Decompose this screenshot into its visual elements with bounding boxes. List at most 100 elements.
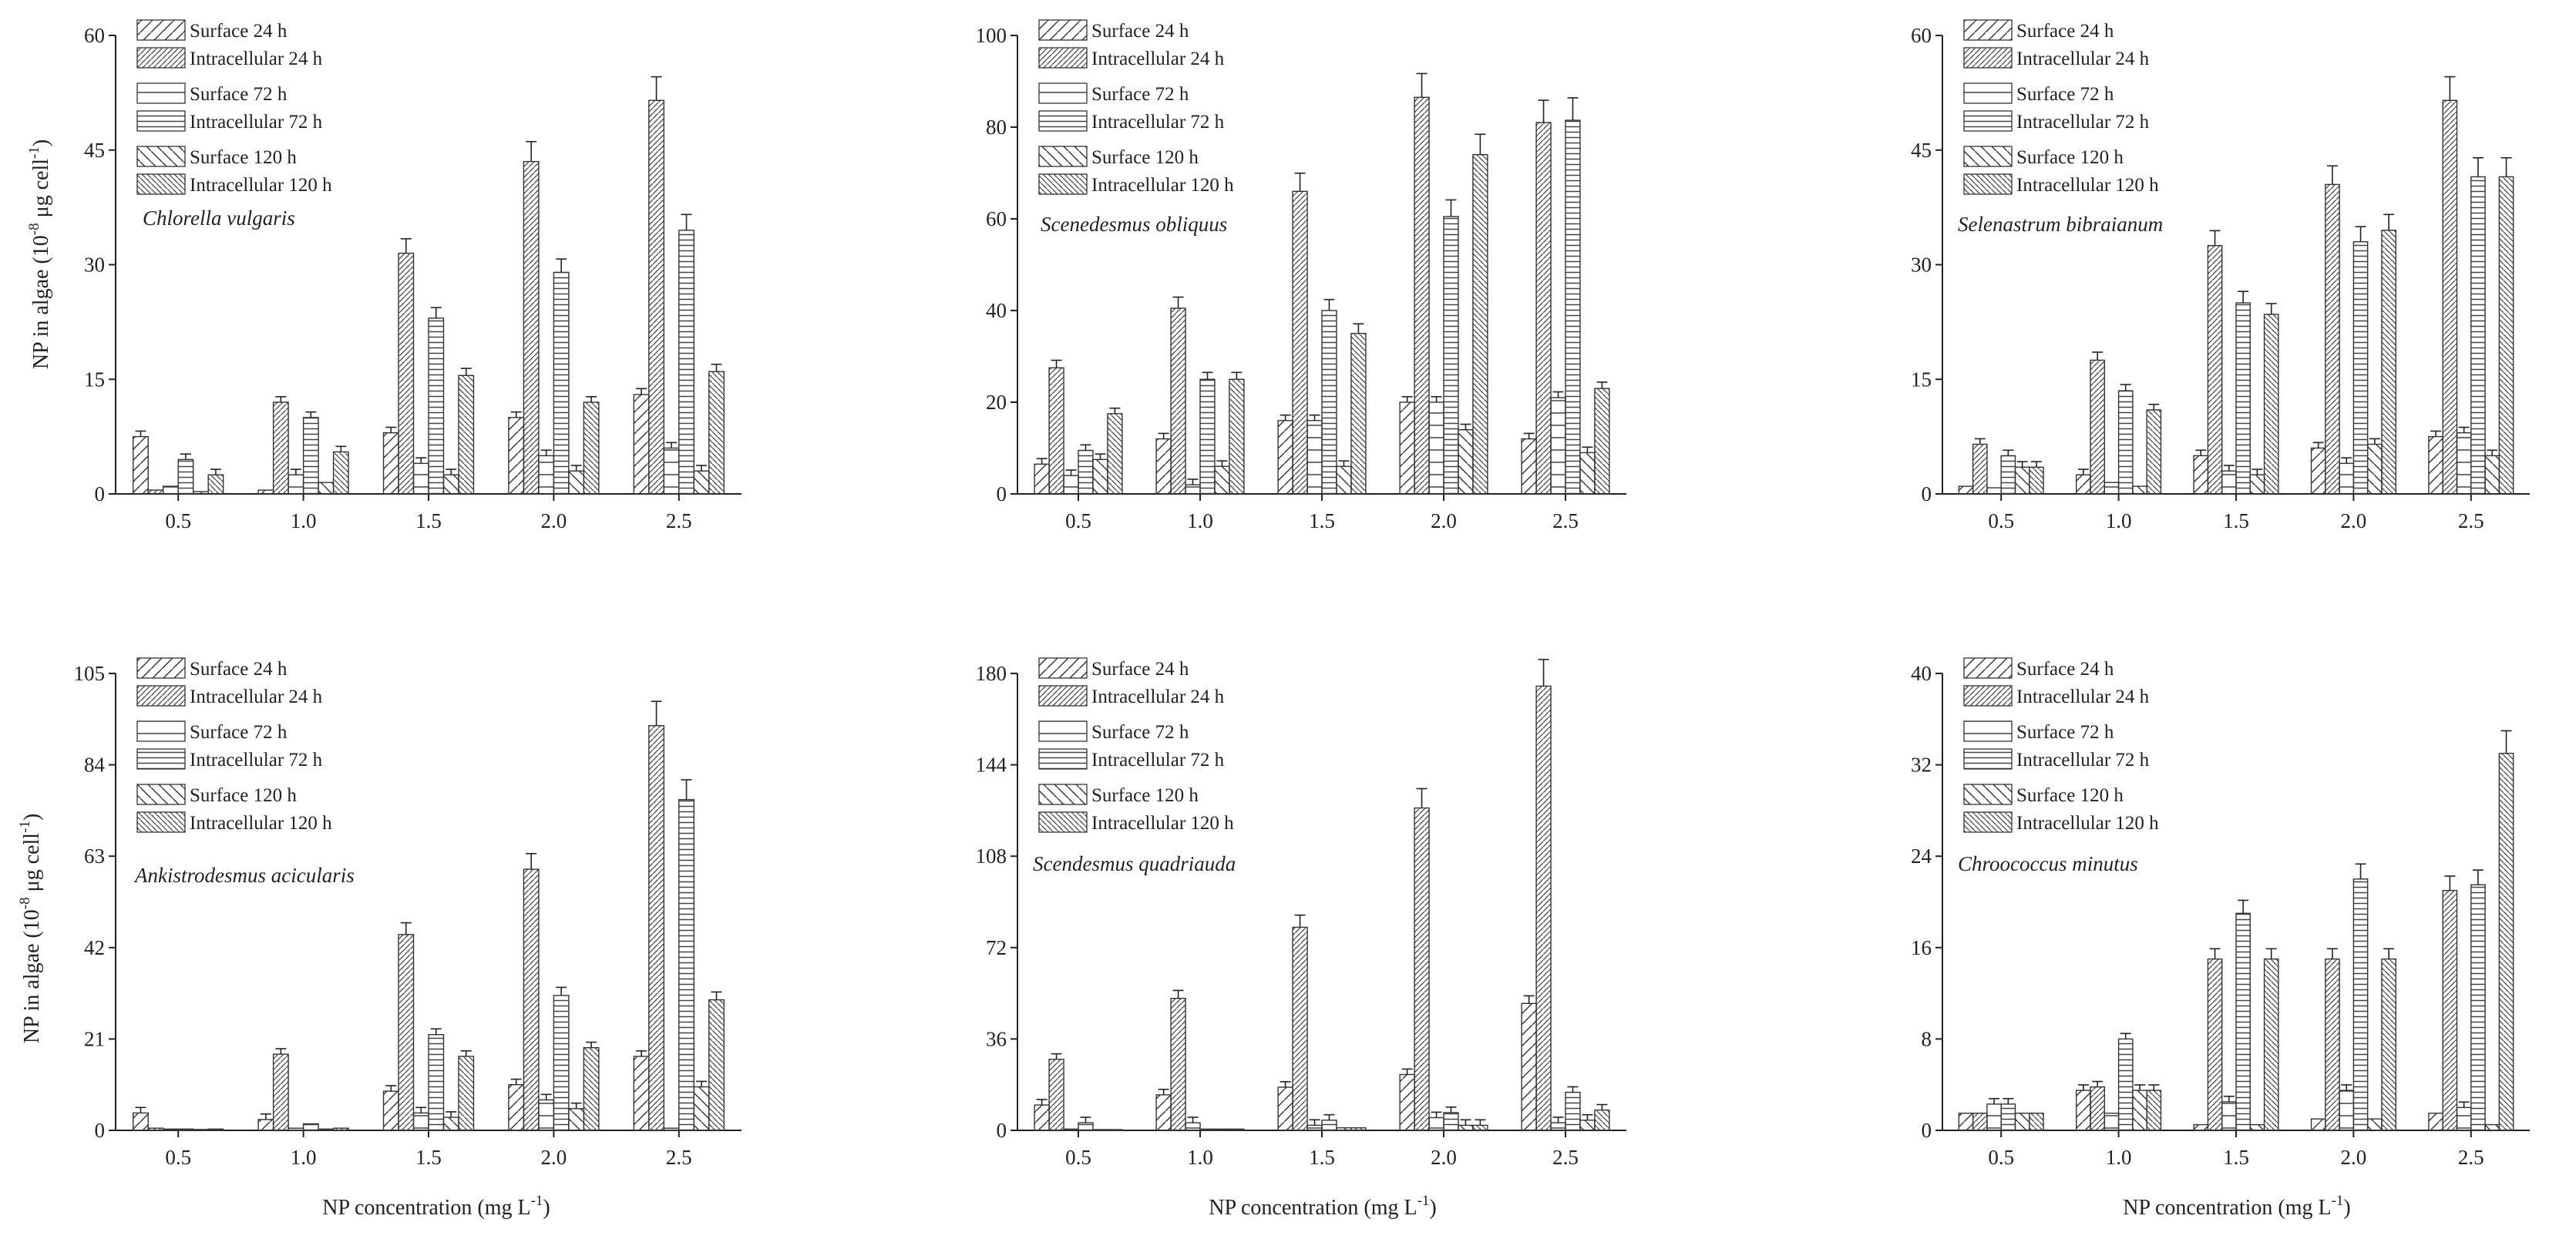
- legend-label: Surface 120 h: [190, 785, 297, 806]
- chart-title: Scenedesmus obliquus: [1041, 213, 1227, 236]
- legend-swatch: [1038, 173, 1088, 195]
- bar: [1986, 487, 2002, 495]
- bar: [207, 1128, 224, 1131]
- bar: [663, 447, 680, 495]
- x-tick-label: 0.5: [1065, 1146, 1091, 1169]
- legend-label: Surface 24 h: [2016, 659, 2114, 680]
- legend-label: Intracellular 72 h: [2016, 750, 2150, 771]
- bar: [442, 1116, 459, 1131]
- bar: [1214, 465, 1230, 495]
- legend-swatch: [136, 19, 186, 41]
- bar: [2484, 455, 2500, 495]
- x-tick-label: 1.0: [2106, 509, 2132, 532]
- bar: [458, 1056, 475, 1131]
- legend-swatch: [1038, 82, 1088, 104]
- bar: [412, 1112, 429, 1131]
- bar: [508, 1083, 525, 1131]
- chart-panel: 0 15 30 45 60 0.5 1.0 1.5 2.0 2.5 Surface 24 h Intr…: [84, 19, 742, 532]
- legend-label: Intracellular 24 h: [2016, 687, 2150, 707]
- bar: [2352, 241, 2369, 495]
- bar: [1277, 420, 1293, 495]
- bar: [2325, 183, 2340, 495]
- bar: [568, 470, 585, 495]
- bar: [192, 491, 209, 495]
- bar: [2498, 176, 2514, 495]
- x-axis-label-right: NP concentration (mg L-1): [2123, 1193, 2351, 1220]
- bar: [1155, 438, 1172, 495]
- bar: [2104, 1113, 2120, 1131]
- bar: [163, 1128, 179, 1131]
- legend-label: Intracellular 120 h: [190, 175, 332, 196]
- bar: [163, 485, 179, 495]
- bar: [2132, 485, 2147, 495]
- legend-label: Surface 72 h: [190, 722, 288, 743]
- bar: [1443, 1112, 1459, 1131]
- y-tick-label: 32: [1911, 754, 1932, 777]
- bar: [1199, 1128, 1216, 1131]
- bar: [2146, 409, 2162, 495]
- y-tick-label: 108: [976, 844, 1007, 868]
- bar: [633, 394, 650, 495]
- x-tick-label: 0.5: [165, 1146, 191, 1169]
- bar: [1579, 452, 1596, 495]
- x-tick-label: 0.5: [1988, 1146, 2014, 1169]
- x-tick-label: 1.5: [2223, 509, 2249, 532]
- bar: [648, 99, 665, 495]
- x-tick-label: 1.5: [2223, 1146, 2249, 1169]
- bar: [1550, 1122, 1566, 1131]
- bar: [428, 317, 445, 495]
- bar: [442, 474, 459, 495]
- bar: [648, 725, 665, 1131]
- bar: [553, 995, 570, 1131]
- legend-swatch: [1963, 657, 2013, 679]
- bar: [1521, 438, 1537, 495]
- bar: [2104, 482, 2120, 495]
- bar: [1399, 1073, 1415, 1131]
- y-tick-label: 16: [1911, 936, 1932, 959]
- legend-label: Surface 24 h: [2016, 21, 2114, 42]
- bar: [2456, 431, 2472, 495]
- bar: [133, 1112, 149, 1131]
- bar: [1550, 397, 1566, 495]
- bar: [2076, 1090, 2091, 1131]
- legend-label: Intracellular 72 h: [1091, 750, 1225, 771]
- bar: [147, 489, 164, 495]
- legend-swatch: [1038, 110, 1088, 132]
- bar: [1986, 1103, 2002, 1131]
- bar: [678, 799, 694, 1131]
- legend-swatch: [1038, 720, 1088, 742]
- bar: [523, 160, 540, 495]
- bar: [2014, 466, 2030, 495]
- y-tick-label: 40: [1911, 662, 1932, 685]
- bar: [1199, 378, 1216, 495]
- x-tick-label: 1.5: [415, 509, 442, 532]
- bar: [1306, 1124, 1323, 1131]
- bar: [2090, 1086, 2106, 1131]
- bar: [382, 431, 399, 495]
- bar: [2484, 1123, 2500, 1131]
- bar: [412, 462, 429, 495]
- bar: [1414, 807, 1430, 1131]
- legend-swatch: [136, 146, 186, 167]
- legend-swatch: [1038, 19, 1088, 41]
- legend-swatch: [136, 784, 186, 805]
- legend-label: Surface 24 h: [190, 659, 288, 680]
- bar: [583, 1046, 600, 1131]
- x-tick-label: 1.0: [1187, 509, 1213, 532]
- bar: [2132, 1090, 2147, 1131]
- bar: [2193, 1123, 2209, 1131]
- bar: [1350, 1127, 1367, 1131]
- bar: [2249, 474, 2265, 495]
- bar: [2442, 889, 2458, 1131]
- legend-swatch: [1963, 82, 2013, 104]
- bar: [1428, 401, 1444, 495]
- bar: [1292, 926, 1308, 1131]
- bar: [693, 470, 710, 495]
- legend-swatch: [136, 173, 186, 195]
- bar: [1048, 367, 1064, 495]
- y-tick-label: 80: [986, 116, 1007, 139]
- bar: [2442, 99, 2458, 495]
- y-tick-label: 45: [1911, 139, 1932, 162]
- bar: [133, 435, 149, 495]
- bar: [1972, 1113, 1988, 1131]
